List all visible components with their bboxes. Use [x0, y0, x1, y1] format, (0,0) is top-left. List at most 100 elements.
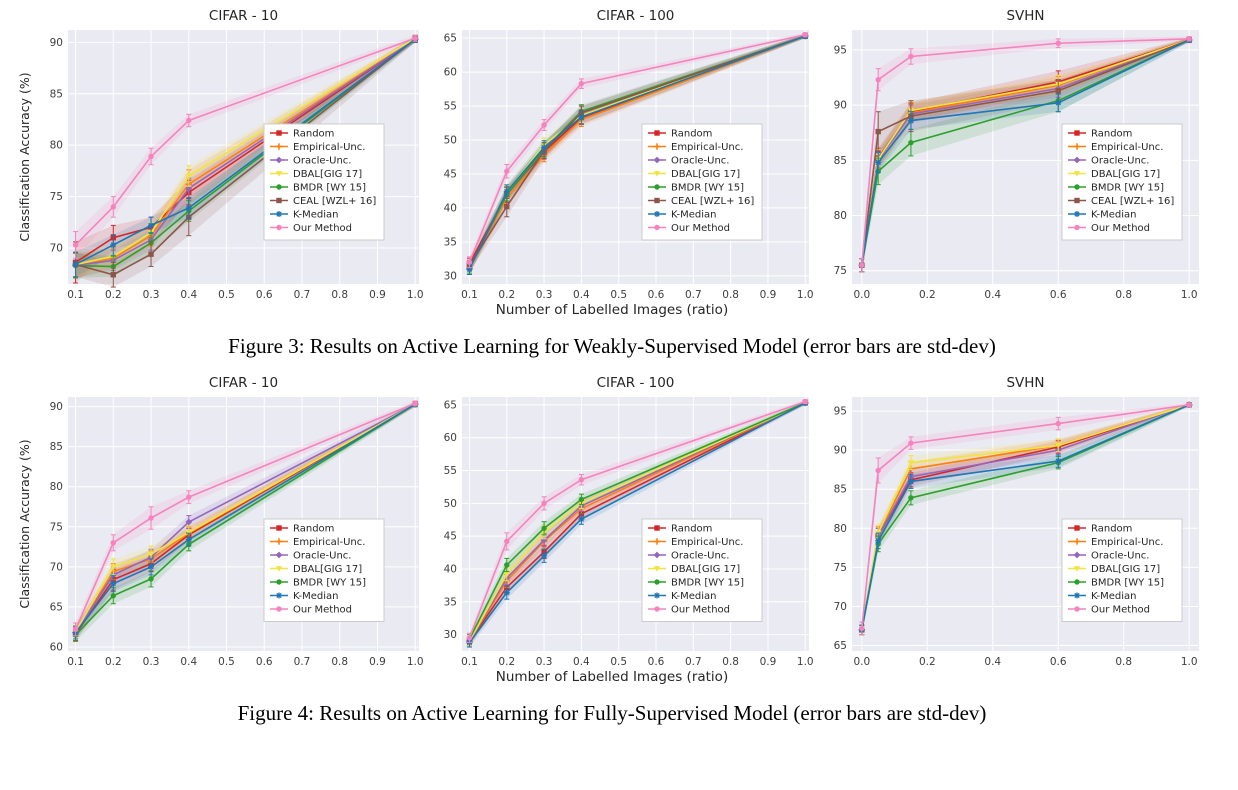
series-marker — [802, 32, 808, 38]
error-band — [861, 37, 1190, 272]
series-marker — [802, 398, 808, 405]
x-tick-label: 1.0 — [797, 656, 814, 668]
series-marker — [875, 76, 881, 83]
y-tick-label: 75 — [50, 191, 63, 203]
series-marker — [185, 184, 193, 192]
legend-label: DBAL[GIG 17] — [1091, 564, 1160, 575]
y-tick-label: 60 — [50, 641, 63, 653]
x-tick-label: 0.2 — [919, 656, 936, 668]
series-marker — [859, 262, 865, 268]
y-tick-label: 85 — [50, 441, 63, 453]
series-marker — [276, 606, 282, 612]
x-tick-label: 0.8 — [1115, 656, 1132, 668]
error-band — [861, 403, 1190, 635]
series-marker — [578, 476, 585, 483]
series-marker — [654, 130, 660, 136]
legend-label: Empirical-Unc. — [293, 537, 365, 548]
error-band — [75, 36, 416, 288]
x-tick-label: 0.9 — [760, 289, 777, 301]
series-marker — [148, 576, 154, 582]
legend-label: K-Median — [293, 591, 339, 602]
y-tick-label: 45 — [444, 168, 457, 180]
series-marker — [654, 525, 660, 531]
x-tick-label: 0.4 — [180, 656, 197, 668]
series-marker — [653, 156, 661, 164]
legend-label: Random — [1091, 524, 1132, 535]
x-tick-label: 0.6 — [256, 656, 273, 668]
legend-label: BMDR [WY 15] — [1091, 578, 1164, 589]
y-tick-label: 75 — [50, 521, 63, 533]
y-tick-label: 30 — [444, 270, 457, 282]
x-tick-label: 0.2 — [919, 289, 936, 301]
legend-label: K-Median — [1091, 210, 1137, 221]
series-marker — [110, 593, 116, 599]
chart-fig3-cifar10: 0.1 0.2 0.3 0.4 0.5 0.6 0.7 0.8 0.9 1.0 70 75 80 85 90… — [16, 6, 428, 304]
x-tick-label: 0.4 — [984, 656, 1001, 668]
figure-4-charts-row: 0.1 0.2 0.3 0.4 0.5 0.6 0.7 0.8 0.9 1.0 60 65 70 75 80… — [16, 373, 1238, 671]
x-tick-label: 0.2 — [105, 289, 122, 301]
y-tick-label: 30 — [444, 629, 457, 641]
legend-label: DBAL[GIG 17] — [293, 564, 362, 575]
y-tick-label: 80 — [50, 481, 63, 493]
series-marker — [908, 53, 914, 60]
series-marker — [110, 540, 116, 546]
x-tick-label: 0.1 — [461, 656, 478, 668]
series-marker — [1186, 36, 1192, 42]
series-marker — [148, 153, 154, 160]
series-marker — [1074, 184, 1080, 190]
legend-label: Our Method — [671, 605, 730, 616]
y-tick-label: 60 — [444, 432, 457, 444]
y-tick-label: 40 — [444, 563, 457, 575]
x-tick-label: 1.0 — [1181, 656, 1198, 668]
series-marker — [276, 579, 282, 585]
legend-label: Our Method — [1091, 223, 1150, 234]
series-marker — [1055, 88, 1061, 94]
x-tick-label: 0.9 — [369, 289, 386, 301]
series-marker — [908, 495, 914, 501]
series-marker — [72, 242, 79, 248]
series-marker — [541, 122, 547, 128]
series-marker — [186, 494, 192, 500]
x-tick-label: 0.7 — [685, 656, 702, 668]
legend-label: Random — [293, 524, 334, 535]
x-tick-label: 0.2 — [498, 289, 515, 301]
chart-fig3-svhn: 0.0 0.2 0.4 0.6 0.8 1.0 75 80 85 90 95 SVHN Random Em… — [818, 6, 1208, 304]
series-marker — [148, 515, 154, 521]
series-marker — [1055, 40, 1061, 46]
series-marker — [654, 184, 660, 190]
series-marker — [276, 525, 282, 531]
y-axis-label: Classification Accuracy (%) — [17, 72, 32, 241]
figure-4-x-axis-label: Number of Labelled Images (ratio) — [495, 669, 729, 685]
legend-label: Oracle-Unc. — [1091, 156, 1149, 167]
series-marker — [908, 139, 914, 146]
y-tick-label: 85 — [834, 484, 847, 496]
x-tick-label: 0.2 — [498, 656, 515, 668]
error-band — [75, 36, 416, 277]
legend-label: CEAL [WZL+ 16] — [293, 196, 376, 207]
y-tick-label: 85 — [50, 88, 63, 100]
x-tick-label: 1.0 — [407, 656, 424, 668]
chart-fig4-cifar100: 0.1 0.2 0.3 0.4 0.5 0.6 0.7 0.8 0.9 1.0 30 35 40 45 50… — [428, 373, 818, 671]
x-tick-label: 0.5 — [218, 289, 235, 301]
series-marker — [1073, 551, 1081, 559]
series-marker — [110, 204, 116, 210]
y-tick-label: 80 — [834, 523, 847, 535]
series-marker — [875, 128, 881, 135]
legend-box — [1061, 518, 1183, 622]
legend-label: Oracle-Unc. — [671, 551, 729, 562]
error-band — [75, 401, 416, 636]
series-marker — [504, 562, 510, 568]
series-marker — [1074, 579, 1080, 585]
y-tick-label: 45 — [444, 531, 457, 543]
series-marker — [276, 130, 282, 136]
x-tick-label: 0.4 — [180, 289, 197, 301]
legend-label: Our Method — [1091, 605, 1150, 616]
y-tick-label: 55 — [444, 465, 457, 477]
figure-3-caption: Figure 3: Results on Active Learning for… — [228, 334, 996, 358]
x-tick-label: 0.6 — [256, 289, 273, 301]
x-tick-label: 0.8 — [331, 656, 348, 668]
x-tick-label: 0.6 — [1050, 656, 1067, 668]
legend-label: DBAL[GIG 17] — [1091, 169, 1160, 180]
series-marker — [110, 272, 116, 278]
series-marker — [275, 156, 283, 164]
